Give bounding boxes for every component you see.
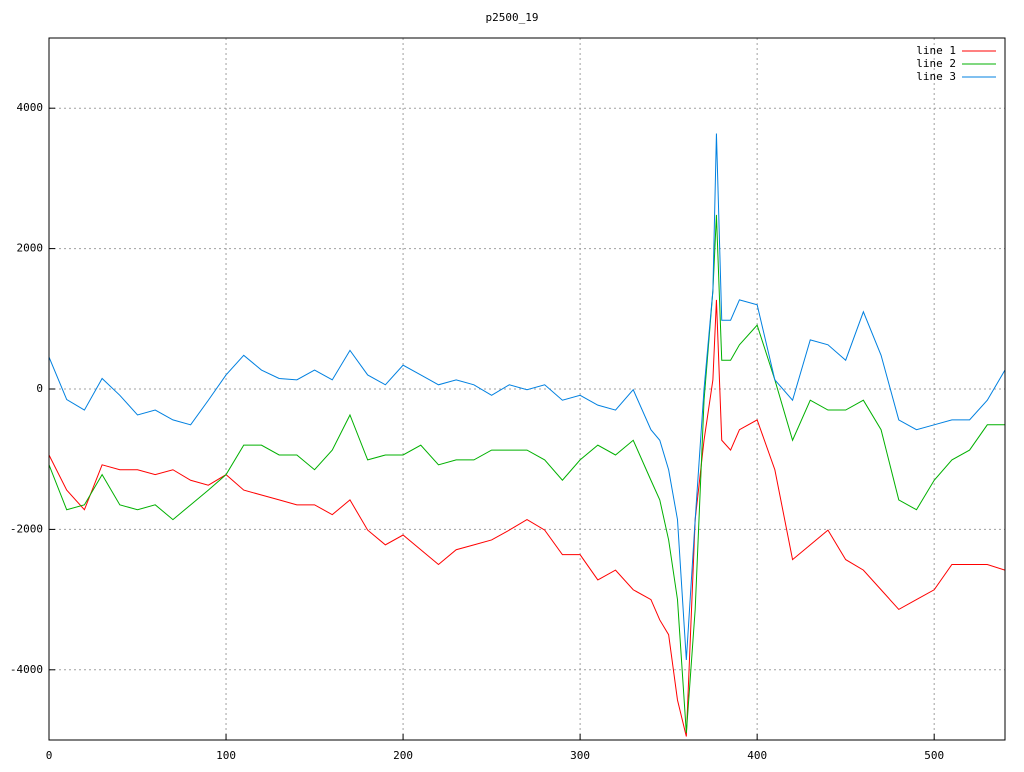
chart-title: p2500_19	[486, 11, 539, 24]
y-tick-label: 2000	[17, 242, 44, 255]
legend-label: line 3	[916, 70, 956, 83]
grid: -4000 -2000 0 2000 4000 0 100 200 300 400 500	[10, 38, 1005, 762]
x-tick-label: 500	[924, 749, 944, 762]
y-tick-label: 0	[36, 382, 43, 395]
x-tick-label: 300	[570, 749, 590, 762]
plot-border	[48, 37, 1006, 741]
data-line	[49, 299, 1005, 737]
legend-label: line 2	[916, 57, 956, 70]
data-line	[49, 214, 1005, 734]
legend-label: line 1	[916, 44, 956, 57]
plot-lines	[49, 133, 1005, 737]
y-tick-label: -4000	[10, 663, 43, 676]
x-tick-label: 100	[216, 749, 236, 762]
x-tick-label: 200	[393, 749, 413, 762]
data-line	[49, 133, 1005, 661]
y-tick-label: -2000	[10, 522, 43, 535]
x-tick-label: 400	[747, 749, 767, 762]
y-tick-label: 4000	[17, 101, 44, 114]
x-tick-label: 0	[46, 749, 53, 762]
